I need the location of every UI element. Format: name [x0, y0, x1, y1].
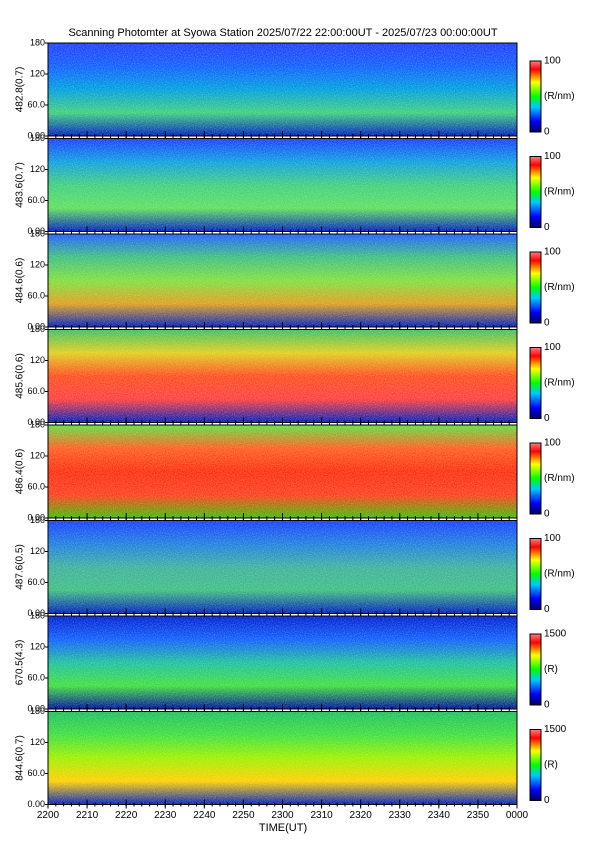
y-axis-label: 670.5(4.3) — [15, 640, 26, 686]
colorbar-tick-label: 1500 — [544, 629, 567, 640]
y-tick-label: 0.00 — [27, 417, 45, 427]
y-tick-label: 120 — [30, 68, 45, 78]
y-axis-label: 484.6(0.6) — [15, 258, 26, 304]
colorbar-label: (R) — [544, 664, 558, 675]
x-tick-label: 2320 — [350, 810, 373, 821]
keogram-noise — [48, 329, 517, 423]
x-tick-label: 2350 — [467, 810, 490, 821]
colorbar — [529, 442, 542, 515]
y-tick-label: 0.00 — [27, 608, 45, 618]
y-tick-label: 60.0 — [27, 290, 45, 300]
colorbar-label: (R/nm) — [544, 91, 575, 102]
colorbar-tick-label: 100 — [544, 56, 561, 67]
colorbar — [529, 538, 542, 610]
y-tick-label: 180 — [30, 228, 45, 238]
keogram-noise — [48, 425, 517, 518]
colorbar-label: (R/nm) — [544, 378, 575, 389]
y-axis-label: 482.8(0.7) — [15, 67, 26, 113]
colorbar — [529, 729, 542, 801]
x-tick-label: 2220 — [115, 810, 138, 821]
keogram-noise — [48, 138, 517, 232]
chart-title: Scanning Photomter at Syowa Station 2025… — [68, 27, 497, 39]
colorbar — [529, 633, 542, 706]
colorbar — [529, 60, 542, 133]
y-tick-label: 180 — [30, 419, 45, 429]
colorbar — [529, 251, 542, 324]
x-tick-label: 2200 — [37, 810, 60, 821]
y-tick-label: 0.00 — [27, 130, 45, 140]
y-tick-label: 120 — [30, 164, 45, 174]
y-tick-label: 180 — [30, 37, 45, 47]
y-axis-label: 483.6(0.7) — [15, 162, 26, 208]
colorbar-label: (R/nm) — [544, 187, 575, 198]
colorbar-tick-label: 0 — [544, 700, 550, 711]
colorbar-tick-label: 0 — [544, 604, 550, 615]
colorbar-label: (R/nm) — [544, 569, 575, 580]
x-tick-label: 2250 — [232, 810, 255, 821]
y-tick-label: 0.00 — [27, 512, 45, 522]
x-tick-label: 2300 — [271, 810, 294, 821]
x-tick-label: 2230 — [154, 810, 177, 821]
y-axis-label: 485.6(0.6) — [15, 353, 26, 399]
y-tick-label: 60.0 — [27, 195, 45, 205]
colorbar-label: (R/nm) — [544, 282, 575, 293]
colorbar-tick-label: 0 — [544, 413, 550, 424]
colorbar-tick-label: 100 — [544, 533, 561, 544]
x-tick-label: 0000 — [506, 810, 529, 821]
y-tick-label: 60.0 — [27, 768, 45, 778]
y-tick-label: 0.00 — [27, 703, 45, 713]
x-tick-label: 2240 — [193, 810, 216, 821]
colorbar-tick-label: 0 — [544, 318, 550, 329]
y-tick-label: 60.0 — [27, 386, 45, 396]
y-tick-label: 120 — [30, 259, 45, 269]
colorbar-tick-label: 100 — [544, 247, 561, 258]
y-tick-label: 0.00 — [27, 799, 45, 809]
colorbar-label: (R/nm) — [544, 473, 575, 484]
y-tick-label: 0.00 — [27, 321, 45, 331]
x-tick-label: 2340 — [428, 810, 451, 821]
x-tick-label: 2330 — [389, 810, 412, 821]
y-tick-label: 120 — [30, 450, 45, 460]
y-axis-label: 487.6(0.5) — [15, 544, 26, 590]
colorbar-tick-label: 1500 — [544, 724, 567, 735]
y-tick-label: 60.0 — [27, 577, 45, 587]
y-tick-label: 120 — [30, 641, 45, 651]
colorbar-tick-label: 0 — [544, 509, 550, 520]
x-axis-label: TIME(UT) — [259, 822, 307, 834]
colorbar-tick-label: 100 — [544, 151, 561, 162]
y-axis-label: 844.6(0.7) — [15, 735, 26, 781]
colorbar-tick-label: 0 — [544, 795, 550, 806]
x-tick-label: 2310 — [310, 810, 333, 821]
keogram-noise — [48, 616, 517, 709]
colorbar-tick-label: 0 — [544, 222, 550, 233]
y-tick-label: 180 — [30, 706, 45, 716]
keogram-noise — [48, 234, 517, 327]
y-tick-label: 120 — [30, 546, 45, 556]
y-tick-label: 120 — [30, 737, 45, 747]
y-tick-label: 180 — [30, 324, 45, 334]
y-tick-label: 180 — [30, 515, 45, 525]
colorbar-tick-label: 100 — [544, 438, 561, 449]
colorbar — [529, 156, 542, 228]
keogram-noise — [48, 43, 517, 136]
colorbar-tick-label: 100 — [544, 342, 561, 353]
y-tick-label: 0.00 — [27, 226, 45, 236]
x-tick-label: 2210 — [76, 810, 99, 821]
y-tick-label: 60.0 — [27, 481, 45, 491]
colorbar-tick-label: 0 — [544, 127, 550, 138]
keogram-noise — [48, 711, 517, 805]
colorbar-label: (R) — [544, 760, 558, 771]
keogram-noise — [48, 520, 517, 614]
y-axis-label: 486.4(0.6) — [15, 449, 26, 495]
y-tick-label: 60.0 — [27, 99, 45, 109]
y-tick-label: 180 — [30, 610, 45, 620]
colorbar — [529, 347, 542, 419]
y-tick-label: 180 — [30, 133, 45, 143]
y-tick-label: 60.0 — [27, 672, 45, 682]
y-tick-label: 120 — [30, 355, 45, 365]
